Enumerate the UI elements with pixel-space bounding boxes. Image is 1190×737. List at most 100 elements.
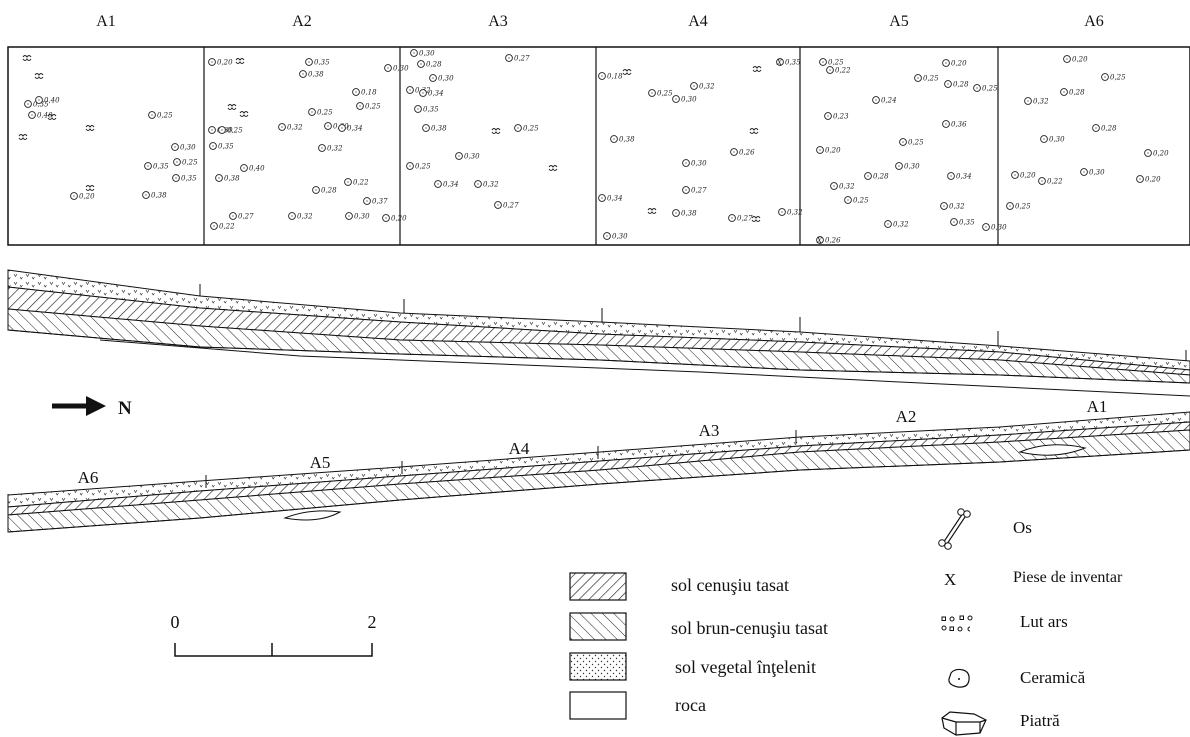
ceramic-find: 0,25 bbox=[973, 84, 998, 93]
bone-find-icon bbox=[47, 114, 57, 120]
find-depth-label: 0,25 bbox=[828, 59, 844, 67]
lower-rock-line bbox=[7, 449, 1190, 533]
ceramic-find: 0,20 bbox=[208, 58, 233, 67]
ceramic-find: 0,20 bbox=[1136, 175, 1161, 184]
find-depth-label: 0,25 bbox=[182, 159, 198, 167]
find-depth-label: 0,25 bbox=[923, 75, 939, 83]
find-depth-label: 0,34 bbox=[607, 195, 623, 203]
bone-find-icon bbox=[227, 104, 237, 110]
ceramic-find: 0,40 bbox=[240, 164, 265, 173]
ceramic-find: 0,22 bbox=[1038, 177, 1063, 186]
find-depth-label: 0,35 bbox=[314, 59, 330, 67]
ceramic-find: 0,28 bbox=[1060, 88, 1085, 97]
square-label: A4 bbox=[688, 13, 708, 30]
upper-stake-ticks bbox=[199, 284, 1187, 361]
find-depth-label: 0,25 bbox=[523, 125, 539, 133]
ceramic-find: 0,25 bbox=[218, 126, 243, 135]
find-depth-label: 0,25 bbox=[1015, 203, 1031, 211]
ceramic-find: 0,20 bbox=[70, 192, 95, 201]
symbol-legend: Os X Piese de inventar Lut ars Ceramică … bbox=[938, 508, 1123, 736]
ceramic-find: 0,38 bbox=[422, 124, 447, 133]
inventory-find: X 0,26 bbox=[816, 236, 841, 245]
find-depth-label: 0,25 bbox=[365, 103, 381, 111]
find-depth-label: 0,35 bbox=[959, 219, 975, 227]
ceramic-find: 0,30 bbox=[455, 152, 480, 161]
ceramic-find: 0,26 bbox=[730, 148, 755, 157]
legend-label: sol vegetal înţelenit bbox=[675, 657, 816, 677]
find-depth-label: 0,27 bbox=[514, 55, 530, 63]
find-depth-label: 0,22 bbox=[1047, 178, 1063, 186]
ceramic-find: 0,30 bbox=[410, 49, 435, 58]
find-depth-label: 0,32 bbox=[297, 213, 313, 221]
ceramic-find: 0,25 bbox=[514, 124, 539, 133]
find-depth-label: 0,35 bbox=[181, 175, 197, 183]
ceramic-find: 0,36 bbox=[942, 120, 967, 129]
ceramic-find: 0,25 bbox=[648, 89, 673, 98]
find-depth-label: 0,38 bbox=[151, 192, 167, 200]
ceramic-find: 0,27 bbox=[728, 214, 753, 223]
find-depth-label: 0,30 bbox=[1089, 169, 1105, 177]
find-depth-label: 0,32 bbox=[949, 203, 965, 211]
find-depth-label: 0,30 bbox=[354, 213, 370, 221]
stone-icon bbox=[941, 711, 987, 736]
profile-square-label: A2 bbox=[896, 407, 917, 426]
find-depth-label: 0,32 bbox=[893, 221, 909, 229]
ceramic-find: 0,23 bbox=[824, 112, 849, 121]
north-label: N bbox=[118, 398, 132, 419]
svg-text:X: X bbox=[816, 237, 823, 245]
find-depth-label: 0,20 bbox=[1072, 56, 1088, 64]
north-arrow: N bbox=[52, 396, 132, 419]
bone-find-icon bbox=[22, 55, 32, 61]
legend-swatch-brown bbox=[569, 612, 627, 641]
find-depth-label: 0,32 bbox=[327, 145, 343, 153]
ceramic-find: 0,25 bbox=[308, 108, 333, 117]
bone-find-icon bbox=[647, 208, 657, 214]
ceramic-find: 0,25 bbox=[1101, 73, 1126, 82]
ceramic-find: 0,27 bbox=[494, 201, 519, 210]
find-depth-label: 0,22 bbox=[219, 223, 235, 231]
ceramic-find: 0,35 bbox=[950, 218, 975, 227]
section-profile-upper bbox=[7, 269, 1190, 397]
ceramic-find: 0,28 bbox=[864, 172, 889, 181]
ceramic-find: 0,38 bbox=[215, 174, 240, 183]
find-depth-label: 0,32 bbox=[287, 124, 303, 132]
ceramic-find: 0,22 bbox=[210, 222, 235, 231]
ceramic-find: 0,32 bbox=[778, 208, 803, 217]
ceramic-find: 0,27 bbox=[505, 54, 530, 63]
bone-icon bbox=[938, 508, 971, 550]
upper-rock-line bbox=[7, 329, 1190, 397]
ceramic-find: 0,35 bbox=[414, 105, 439, 114]
find-depth-label: 0,30 bbox=[419, 50, 435, 58]
find-depth-label: 0,38 bbox=[431, 125, 447, 133]
plan-grid: A1 A2 A3 A4 A5 A6 0,350,400,40 0,250,300,35 0,2… bbox=[7, 13, 1190, 246]
find-depth-label: 0,23 bbox=[833, 113, 849, 121]
find-depth-label: 0,22 bbox=[835, 67, 851, 75]
find-depth-label: 0,18 bbox=[607, 73, 623, 81]
burnt-clay-icon bbox=[941, 615, 973, 632]
find-depth-label: 0,30 bbox=[691, 160, 707, 168]
ceramic-find: 0,25 bbox=[356, 102, 381, 111]
ceramic-find: 0,20 bbox=[816, 146, 841, 155]
ceramic-find: 0,20 bbox=[1063, 55, 1088, 64]
square-label: A6 bbox=[1084, 13, 1104, 30]
find-depth-label: 0,25 bbox=[853, 197, 869, 205]
ceramic-find: 0,30 bbox=[1040, 135, 1065, 144]
ceramic-find: 0,25 bbox=[844, 196, 869, 205]
ceramic-find: 0,32 bbox=[288, 212, 313, 221]
find-depth-label: 0,35 bbox=[423, 106, 439, 114]
find-depth-label: 0,34 bbox=[428, 90, 444, 98]
ceramic-find: 0,32 bbox=[474, 180, 499, 189]
lower-stake-ticks bbox=[7, 430, 797, 506]
legend-symbol-label: Lut ars bbox=[1020, 612, 1068, 631]
ceramic-find: 0,35 bbox=[172, 174, 197, 183]
inventory-find: X 0,35 bbox=[776, 58, 801, 67]
legend-symbol-label: Os bbox=[1013, 518, 1032, 537]
ceramic-find: 0,25 bbox=[1006, 202, 1031, 211]
ceramic-find: 0,24 bbox=[872, 96, 897, 105]
find-depth-label: 0,35 bbox=[33, 101, 49, 109]
find-depth-label: 0,30 bbox=[904, 163, 920, 171]
find-depth-label: 0,35 bbox=[785, 59, 801, 67]
profile-square-label: A4 bbox=[509, 439, 530, 458]
ceramic-find: 0,35 bbox=[305, 58, 330, 67]
